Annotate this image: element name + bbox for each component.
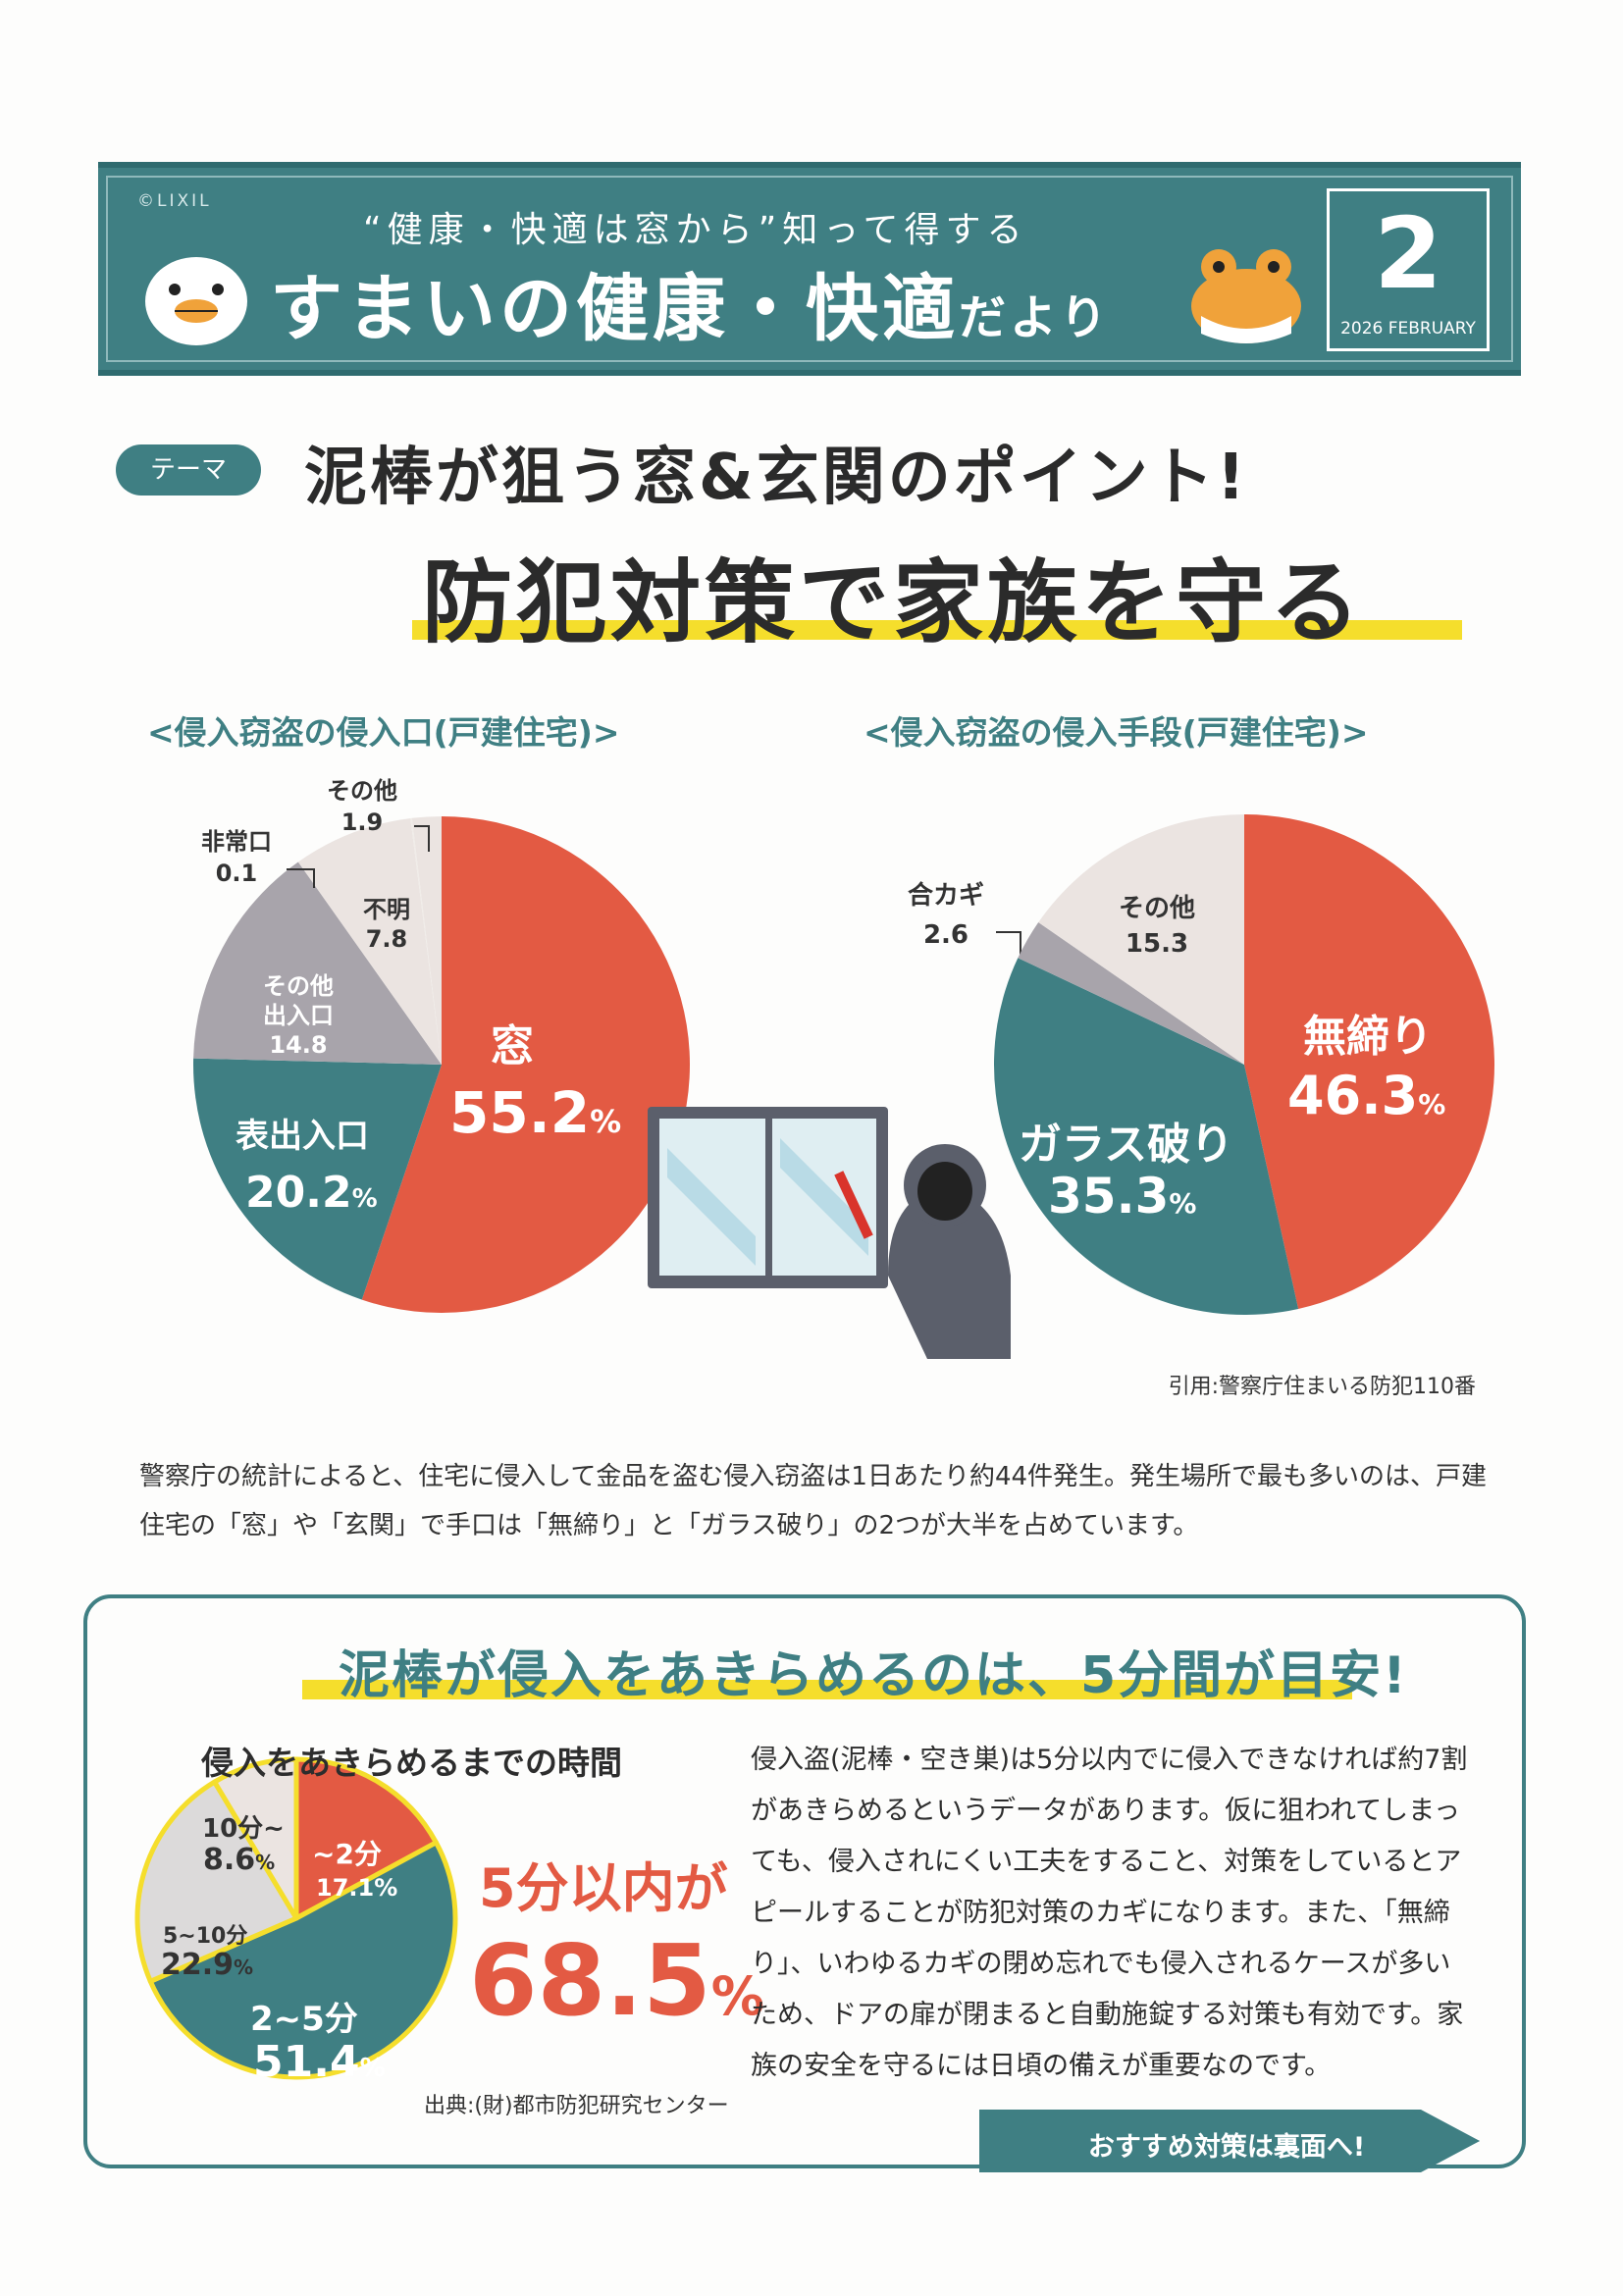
window-illustration-icon [648, 1107, 888, 1288]
chart3-title: 侵入をあきらめるまでの時間 [201, 1744, 622, 1782]
pie1-slice-5 [411, 816, 442, 1065]
c2-label-glass: ガラス破り [1019, 1120, 1234, 1170]
c3-value-5to10: 22.9% [161, 1948, 254, 1982]
burglar-icon [834, 1144, 1011, 1359]
c3-label-2to5: 2~5分 [250, 2000, 358, 2039]
pie3-slice-2 [134, 1779, 299, 1984]
c2-label-sonota: その他 15.3 [1119, 894, 1196, 959]
source-note: 引用:警察庁住まいる防犯110番 [1168, 1375, 1476, 1399]
pie2-slice-1 [994, 958, 1299, 1316]
c2-label-aikagi: 合カギ 2.6 [908, 881, 985, 950]
c2-label-mujime: 無締り [1303, 1012, 1433, 1062]
brand-logo: ©LIXIL [137, 191, 212, 211]
c1-label-mado: 窓 [491, 1021, 534, 1071]
pie3-slice-1 [147, 1840, 458, 2080]
within-five-label: 5分以内が [479, 1857, 728, 1919]
next-page-label[interactable]: おすすめ対策は裏面へ! [1087, 2132, 1366, 2163]
pie-chart-give-up-time [134, 1756, 458, 2080]
c3-value-2to5: 51.4% [253, 2037, 386, 2087]
pie3-slice-3 [212, 1756, 299, 1921]
c1-label-omote: 表出入口 [236, 1117, 369, 1156]
c3-value-10: 8.6% [203, 1843, 276, 1877]
header-subtitle: “健康・快適は窓から”知って得する [363, 210, 1028, 250]
pie2-slice-3 [1038, 814, 1244, 1065]
headline-underline [412, 620, 1462, 640]
box-paragraph: 侵入盗(泥棒・空き巣)は5分以内でに侵入できなければ約7割があきらめるというデー… [751, 1745, 1468, 2081]
next-page-arrow[interactable] [979, 2110, 1480, 2172]
box-source-note: 出典:(財)都市防犯研究センター [424, 2094, 729, 2118]
leader-line [996, 931, 1021, 957]
issue-number: 2 [1374, 196, 1442, 311]
c1-label-fumei: 不明 7.8 [363, 896, 410, 953]
pie2-slice-2 [1018, 922, 1244, 1065]
pie2-slice-0 [1244, 814, 1494, 1309]
c1-value-omote: 20.2% [245, 1168, 378, 1218]
theme-badge: テーマ [116, 444, 261, 496]
frog-mascot-icon [1191, 249, 1301, 343]
pie1-slice-0 [361, 815, 691, 1314]
bird-mascot-icon [145, 257, 247, 345]
box-title: 泥棒が侵入をあきらめるのは、5分間が目安! [339, 1646, 1408, 1705]
headline-main: 防犯対策で家族を守る [422, 550, 1365, 655]
c2-value-mujime: 46.3% [1287, 1065, 1446, 1126]
pie1-slice-1 [192, 1058, 442, 1300]
body-paragraph: 警察庁の統計によると、住宅に侵入して金品を盗む侵入窃盗は1日あたり約44件発生。… [139, 1462, 1488, 1540]
headline-primary: 泥棒が狙う窓&玄関のポイント! [304, 442, 1248, 514]
c3-label-5to10: 5~10分 [163, 1924, 248, 1949]
c3-label-10: 10分~ [202, 1814, 285, 1844]
chart1-title: <侵入窃盗の侵入口(戸建住宅)> [147, 713, 620, 752]
within-five-value: 68.5% [469, 1923, 764, 2038]
info-box [83, 1594, 1526, 2168]
pie-chart-entry-points [192, 815, 1021, 1314]
newsletter-title: すまいの健康・快適だより [270, 267, 1112, 351]
c3-value-2min: 17.1% [316, 1874, 398, 1902]
c2-value-glass: 35.3% [1048, 1168, 1197, 1225]
c1-label-sonota: その他 1.9 [327, 777, 397, 836]
leader-line [414, 825, 430, 852]
c1-value-mado: 55.2% [449, 1079, 622, 1146]
c1-label-hijo: 非常口 0.1 [201, 828, 272, 887]
issue-date: 2026 FEBRUARY [1340, 319, 1476, 339]
leader-line [287, 868, 315, 888]
pie1-slice-2 [193, 861, 442, 1065]
pie-chart-entry-methods [994, 814, 1494, 1316]
box-title-underline [302, 1680, 1352, 1699]
c3-label-2min: ~2分 [312, 1838, 382, 1870]
pie1-slice-3 [297, 817, 442, 1065]
pie1-slice-4 [410, 817, 442, 1065]
c1-label-other-door: その他 出入口 14.8 [263, 972, 334, 1059]
chart2-title: <侵入窃盗の侵入手段(戸建住宅)> [864, 713, 1369, 752]
issue-box [1327, 188, 1490, 351]
pie3-slice-0 [293, 1756, 439, 1921]
